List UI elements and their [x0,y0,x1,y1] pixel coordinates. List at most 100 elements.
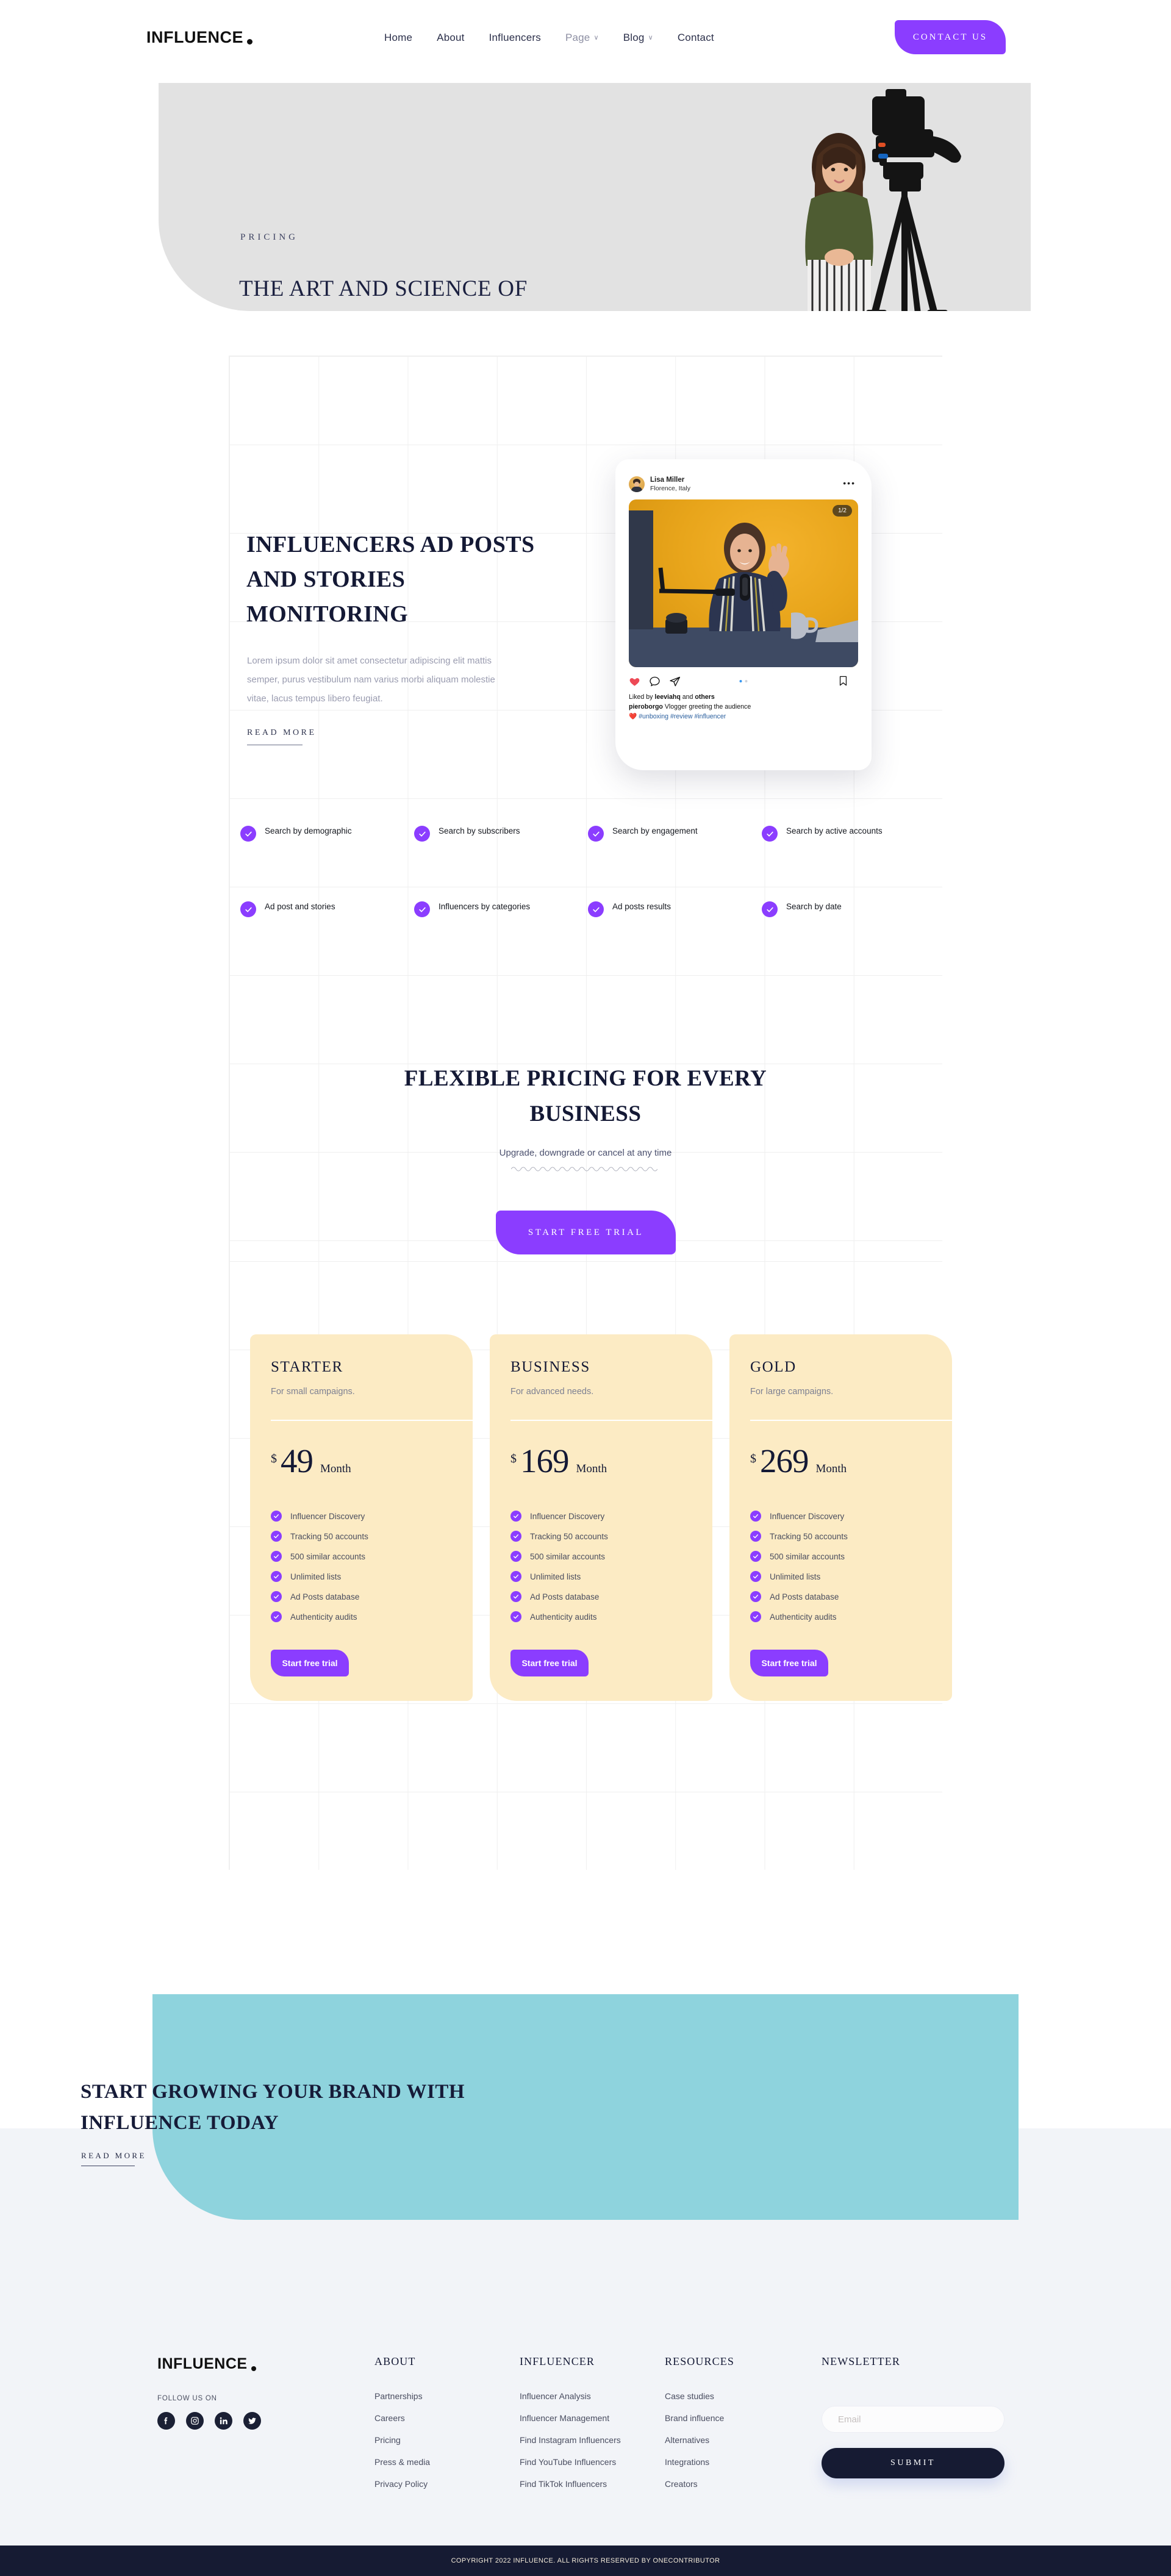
plan-feature: Authenticity audits [271,1611,452,1622]
comment-icon[interactable] [649,676,661,687]
check-icon [762,826,778,842]
footer-column-resources: RESOURCES Case studies Brand influence Alte… [665,2355,734,2501]
plan-period: Month [576,1462,607,1475]
plan-feature-label: Unlimited lists [770,1572,821,1581]
plan-feature: 500 similar accounts [750,1551,931,1562]
check-icon [271,1511,282,1522]
hero-title: THE ART AND SCIENCE OF INFLUENCER MARKET… [239,276,529,311]
check-icon [750,1511,761,1522]
nav-link-blog[interactable]: Blog ∨ [623,32,653,43]
squiggle-divider-2 [511,1167,657,1172]
plan-amount: 169 [520,1442,569,1479]
caption-hashtags: #unboxing #review #influencer [639,713,726,721]
footer-link[interactable]: Alternatives [665,2435,710,2445]
heart-emoji: ❤️ [629,713,637,721]
check-icon [240,826,256,842]
plan-currency: $ [750,1452,756,1465]
liked-by-user: leeviahq [654,693,681,701]
twitter-icon[interactable] [243,2412,261,2430]
pricing-title: FLEXIBLE PRICING FOR EVERY BUSINESS [404,1066,767,1126]
plan-feature-label: Unlimited lists [290,1572,342,1581]
check-icon [750,1571,761,1582]
plan-start-trial-button[interactable]: Start free trial [510,1650,589,1676]
heart-icon[interactable] [629,676,640,687]
footer-link[interactable]: Find YouTube Influencers [520,2457,617,2467]
plan-divider [271,1420,473,1421]
plan-feature: Unlimited lists [271,1571,452,1582]
plan-divider [750,1420,952,1421]
caption-text: Vlogger greeting the audience [662,703,751,711]
instagram-card-header: Lisa Miller Florence, Italy ••• [629,473,858,496]
footer-column-title: ABOUT [374,2355,416,2367]
footer-link[interactable]: Careers [374,2413,405,2423]
instagram-caption: Liked by leeviahq and others pieroborgo … [629,692,858,721]
checklist-item: Search by active accounts [762,825,936,842]
check-icon [271,1611,282,1622]
nav-link-home[interactable]: Home [384,32,413,43]
brand-logo[interactable]: INFLUENCE [146,28,252,47]
bookmark-icon[interactable] [838,675,848,687]
plan-feature-label: Authenticity audits [290,1612,357,1622]
footer-brand-logo[interactable]: INFLUENCE [157,2355,256,2373]
feature-read-more-link[interactable]: READ MORE [247,728,317,737]
plan-feature: Tracking 50 accounts [510,1531,692,1542]
footer-column-title: INFLUENCER [520,2355,595,2367]
footer-link[interactable]: Pricing [374,2435,401,2445]
footer-link[interactable]: Integrations [665,2457,710,2467]
instagram-post-image: 1/2 [629,499,858,667]
copyright-text: COPYRIGHT 2022 INFLUENCE. ALL RIGHTS RES… [451,2557,720,2564]
plan-description: For small campaigns. [271,1387,355,1397]
linkedin-icon[interactable] [215,2412,232,2430]
liked-by-prefix: Liked by [629,693,655,701]
newsletter-submit-button[interactable]: SUBMIT [822,2448,1004,2478]
footer-link[interactable]: Creators [665,2479,698,2489]
footer-link[interactable]: Privacy Policy [374,2479,428,2489]
plan-features: Influencer Discovery Tracking 50 accounts… [271,1511,452,1622]
checklist-item: Search by date [762,900,936,917]
footer-link[interactable]: Brand influence [665,2413,725,2423]
check-icon [271,1571,282,1582]
plan-feature-label: 500 similar accounts [290,1551,366,1561]
footer-link[interactable]: Partnerships [374,2391,423,2401]
check-icon [240,901,256,917]
nav-link-page[interactable]: Page ∨ [565,32,599,43]
plan-feature-label: Unlimited lists [530,1572,581,1581]
footer-link[interactable]: Press & media [374,2457,431,2467]
footer-link[interactable]: Influencer Analysis [520,2391,591,2401]
plan-features: Influencer Discovery Tracking 50 accounts… [510,1511,692,1622]
follow-us-label: FOLLOW US ON [157,2395,217,2402]
facebook-icon[interactable] [157,2412,175,2430]
plan-price: $169 Month [510,1444,692,1478]
instagram-icon[interactable] [186,2412,204,2430]
liked-by-others: others [695,693,715,701]
plan-start-trial-button[interactable]: Start free trial [271,1650,349,1676]
plan-feature-label: Influencer Discovery [290,1511,365,1521]
plan-period: Month [815,1462,847,1475]
start-free-trial-button[interactable]: START FREE TRIAL [496,1211,676,1254]
plan-feature: Unlimited lists [750,1571,931,1582]
check-icon [510,1531,521,1542]
plan-feature: 500 similar accounts [510,1551,692,1562]
plan-feature-label: Influencer Discovery [770,1511,845,1521]
copyright-bar: COPYRIGHT 2022 INFLUENCE. ALL RIGHTS RES… [0,2546,1171,2576]
check-icon [510,1551,521,1562]
plan-feature: Influencer Discovery [750,1511,931,1522]
newsletter-email-input[interactable] [822,2406,1004,2433]
nav-link-contact[interactable]: Contact [677,32,714,43]
plan-currency: $ [510,1452,517,1465]
plan-start-trial-button[interactable]: Start free trial [750,1650,828,1676]
footer-link[interactable]: Find Instagram Influencers [520,2435,621,2445]
footer-column-newsletter: NEWSLETTER [822,2355,900,2391]
share-icon[interactable] [669,676,681,687]
footer-link[interactable]: Case studies [665,2391,714,2401]
nav-link-about[interactable]: About [437,32,465,43]
plan-description: For advanced needs. [510,1387,594,1397]
avatar [629,476,645,492]
contact-us-button[interactable]: CONTACT US [895,20,1006,54]
more-options-icon[interactable]: ••• [843,478,856,488]
footer-link[interactable]: Influencer Management [520,2413,610,2423]
cta-read-more-link[interactable]: READ MORE [81,2151,146,2160]
nav-link-influencers[interactable]: Influencers [489,32,541,43]
footer-link[interactable]: Find TikTok Influencers [520,2479,607,2489]
check-icon [271,1591,282,1602]
